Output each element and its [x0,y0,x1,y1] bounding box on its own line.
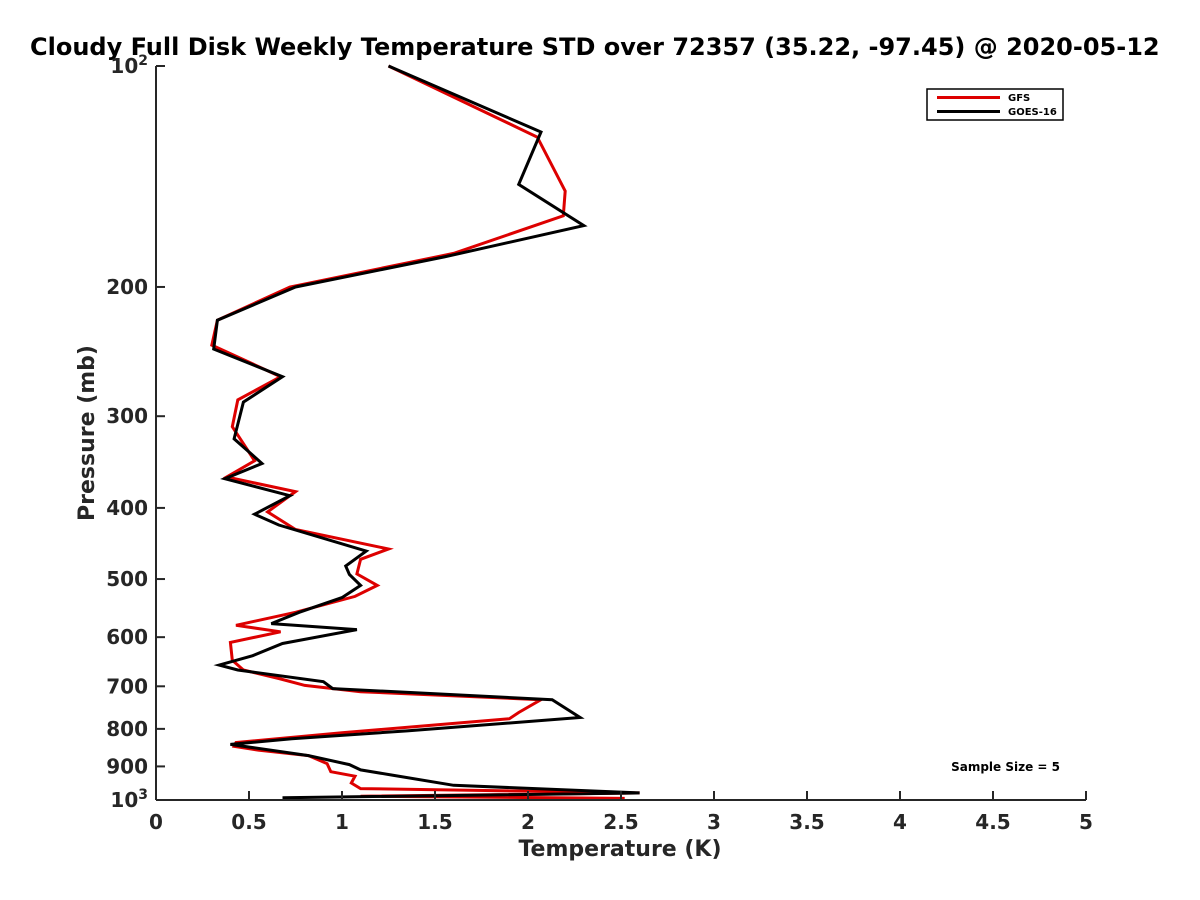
x-tick-label: 3.5 [789,810,824,834]
x-tick-label: 0.5 [231,810,266,834]
y-tick-label: 102 [110,53,148,78]
x-tick-label: 4 [893,810,907,834]
legend: GFS GOES-16 [926,88,1064,121]
x-tick-label: 1.5 [417,810,452,834]
series-line-goes16 [212,64,640,800]
chart-title: Cloudy Full Disk Weekly Temperature STD … [30,33,1160,61]
y-axis-label: Pressure (mb) [75,345,100,521]
y-tick-label: 600 [106,625,148,649]
legend-label-gfs: GFS [1008,93,1030,104]
plot-area [156,66,1086,800]
x-tick-labels: 0 0.5 1 1.5 2 2.5 3 3.5 4 4.5 5 [149,810,1093,834]
x-tick-label: 5 [1079,810,1093,834]
y-tick-label: 400 [106,496,148,520]
sample-size-annotation: Sample Size = 5 [951,760,1060,774]
x-tick-label: 3 [707,810,721,834]
legend-label-goes16: GOES-16 [1008,107,1057,118]
y-tick-label: 700 [106,674,148,698]
x-tick-label: 2.5 [603,810,638,834]
x-tick-label: 0 [149,810,163,834]
y-tick-label: 300 [106,404,148,428]
y-tick-label: 200 [106,275,148,299]
x-tick-label: 4.5 [975,810,1010,834]
y-tick-label: 500 [106,567,148,591]
x-axis-label: Temperature (K) [518,837,721,862]
legend-box [926,88,1064,121]
x-tick-label: 2 [521,810,535,834]
y-tick-label: 900 [106,754,148,778]
series-lines [210,64,640,800]
y-tick-labels: 102 200 300 400 500 600 700 800 900 103 [106,53,148,812]
y-tick-label: 103 [110,787,148,812]
tick-marks [155,65,1087,801]
x-tick-label: 1 [335,810,349,834]
plot-background [156,66,1086,800]
y-tick-label: 800 [106,717,148,741]
